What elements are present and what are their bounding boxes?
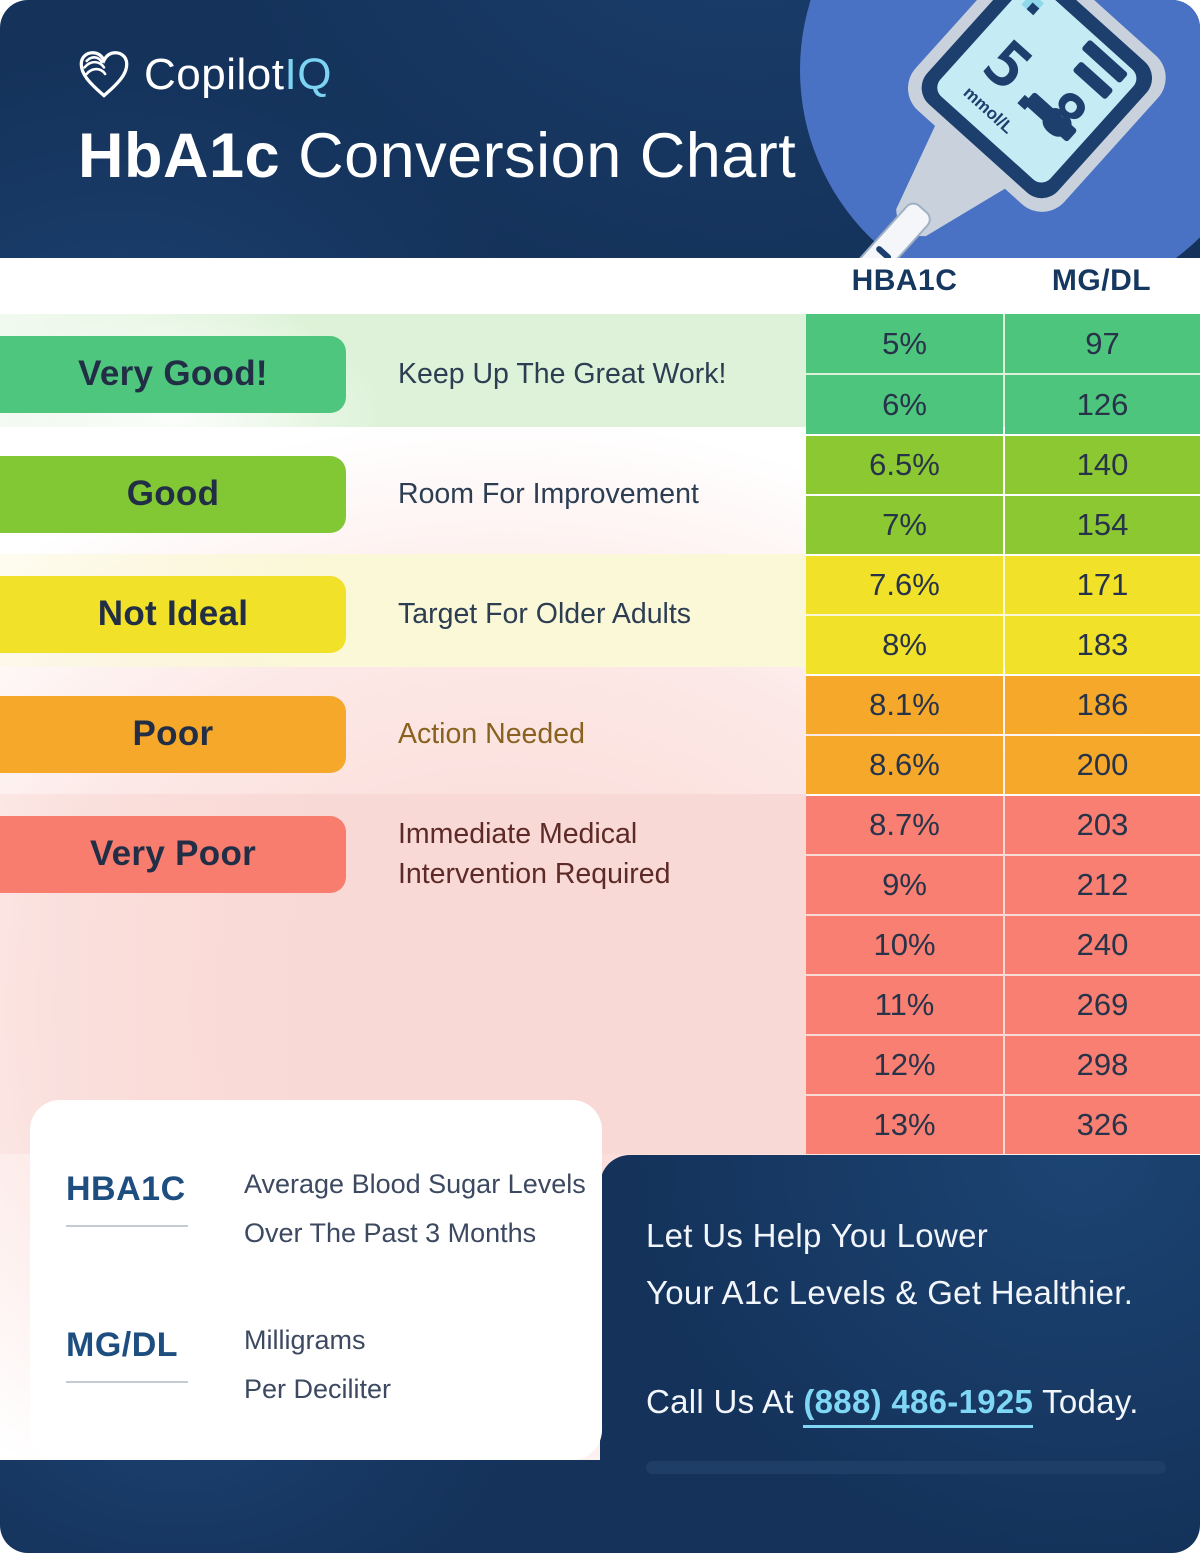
hba1c-value-cell: 6% <box>806 375 1003 434</box>
test-strip <box>857 202 931 258</box>
conversion-cells: 6.5% 140 7% 154 <box>806 434 1200 554</box>
meter-grip <box>896 116 1014 237</box>
hba1c-value-cell: 7% <box>806 496 1003 554</box>
hba1c-value-cell: 10% <box>806 916 1003 974</box>
mgdl-value-cell: 97 <box>1005 314 1200 373</box>
mgdl-value-cell: 186 <box>1005 676 1200 734</box>
copilotiq-logo: CopilotIQ <box>78 50 332 100</box>
category-badge: Not Ideal <box>0 575 346 653</box>
legend-term: MG/DL <box>66 1314 218 1414</box>
call-to-action-line: Call Us At (888) 486-1925 Today. <box>646 1383 1139 1428</box>
meter-button <box>1082 40 1128 83</box>
hba1c-value-cell: 8.6% <box>806 736 1003 794</box>
category-description: Action Needed <box>398 718 585 750</box>
conversion-cells: 8.1% 186 8.6% 200 <box>806 674 1200 794</box>
category-description: Target For Older Adults <box>398 598 692 630</box>
hba1c-value-cell: 7.6% <box>806 556 1003 614</box>
mgdl-value-cell: 326 <box>1005 1096 1200 1154</box>
hba1c-value-cell: 6.5% <box>806 436 1003 494</box>
meter-button <box>1024 92 1077 142</box>
brand-name: CopilotIQ <box>144 50 332 99</box>
hba1c-value-cell: 8% <box>806 616 1003 674</box>
footer-divider-bar <box>646 1461 1166 1474</box>
hba1c-value-cell: 8.7% <box>806 796 1003 854</box>
mgdl-value-cell: 212 <box>1005 856 1200 914</box>
mgdl-value-cell: 126 <box>1005 375 1200 434</box>
category-description: Keep Up The Great Work! <box>398 358 727 390</box>
cta-headline-line2: Your A1c Levels & Get Healthier. <box>646 1274 1134 1311</box>
legend-entry: HBA1C Average Blood Sugar Levels Over The… <box>66 1158 602 1258</box>
category-badge: Very Poor <box>0 815 346 893</box>
mgdl-value-cell: 171 <box>1005 556 1200 614</box>
mgdl-value-cell: 183 <box>1005 616 1200 674</box>
mgdl-value-cell: 154 <box>1005 496 1200 554</box>
conversion-table: Very Good! Keep Up The Great Work! 5% 97 6% 1… <box>0 300 1200 1154</box>
legend-definition: Milligrams Per Deciliter <box>244 1325 392 1404</box>
page-title: HbA1c Conversion Chart <box>78 121 797 191</box>
mgdl-value-cell: 269 <box>1005 976 1200 1034</box>
hba1c-value-cell: 11% <box>806 976 1003 1034</box>
mgdl-value-cell: 203 <box>1005 796 1200 854</box>
meter-button <box>1073 62 1113 99</box>
category-description: Immediate Medical Intervention Required <box>398 818 671 890</box>
mgdl-value-cell: 240 <box>1005 916 1200 974</box>
footer-cta: Let Us Help You Lower Your A1c Levels & … <box>600 1155 1200 1553</box>
copilotiq-heart-icon <box>79 51 129 98</box>
category-description: Room For Improvement <box>398 478 699 510</box>
phone-link[interactable]: (888) 486-1925 <box>803 1383 1034 1428</box>
category-badge: Very Good! <box>0 335 346 413</box>
header-banner: 5.8 mmol/L CopilotIQ HbA1c Conversion Ch… <box>0 0 1200 258</box>
category-group-good: Good Room For Improvement 6.5% 140 7% 154 <box>0 434 1200 554</box>
hba1c-value-cell: 12% <box>806 1036 1003 1094</box>
category-group-poor: Poor Action Needed 8.1% 186 8.6% 200 <box>0 674 1200 794</box>
table-column-headers: HBA1C MG/DL <box>806 264 1200 298</box>
conversion-cells: 8.7% 203 9% 212 10% 240 11% 269 12% 298 13% 326 <box>806 794 1200 1154</box>
col-header-hba1c: HBA1C <box>851 264 958 297</box>
category-badge: Poor <box>0 695 346 773</box>
footer-bottom-strip <box>0 1460 602 1553</box>
legend-definition: Average Blood Sugar Levels Over The Past… <box>244 1169 586 1248</box>
mgdl-value-cell: 200 <box>1005 736 1200 794</box>
category-badge: Good <box>0 455 346 533</box>
cta-headline-line1: Let Us Help You Lower <box>646 1217 989 1254</box>
conversion-cells: 7.6% 171 8% 183 <box>806 554 1200 674</box>
hba1c-value-cell: 8.1% <box>806 676 1003 734</box>
category-group-not-ideal: Not Ideal Target For Older Adults 7.6% 171 8… <box>0 554 1200 674</box>
glucose-meter-illustration: 5.8 mmol/L <box>774 0 1192 258</box>
mgdl-value-cell: 298 <box>1005 1036 1200 1094</box>
col-header-mgdl: MG/DL <box>1051 264 1152 297</box>
legend-card: HBA1C Average Blood Sugar Levels Over The… <box>30 1100 602 1460</box>
lcd-screen <box>937 0 1137 183</box>
legend-term: HBA1C <box>66 1158 218 1258</box>
hba1c-value-cell: 13% <box>806 1096 1003 1154</box>
legend-entry: MG/DL Milligrams Per Deciliter <box>66 1314 602 1414</box>
mgdl-value-cell: 140 <box>1005 436 1200 494</box>
conversion-cells: 5% 97 6% 126 <box>806 314 1200 434</box>
hba1c-value-cell: 5% <box>806 314 1003 373</box>
hba1c-value-cell: 9% <box>806 856 1003 914</box>
category-group-very-good: Very Good! Keep Up The Great Work! 5% 97 6% 1… <box>0 314 1200 434</box>
